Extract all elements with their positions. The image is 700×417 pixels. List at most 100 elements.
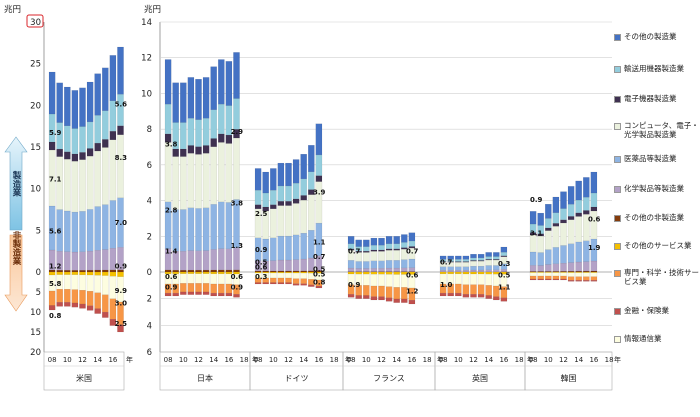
bar-segment-mfg [270,204,277,209]
bar-segment-nonmfg [292,278,300,284]
bar-segment-mfg [233,98,240,130]
bar-segment-mfg [529,211,537,225]
data-label: 0.9 [231,284,244,292]
bar-segment-mfg [254,168,262,191]
bar-segment-mfg [529,265,537,272]
bar-segment-nonmfg [187,271,195,274]
legend-label: 金融・保険業 [624,306,669,315]
main-y-tick-label: 14 [141,18,152,28]
bar-segment-mfg [292,182,300,200]
bar-segment-mfg [393,243,400,249]
bar-segment-mfg [370,245,378,251]
bar-segment-nonmfg [164,292,172,297]
x-tick-label: 16 [499,356,508,364]
bar-segment-nonmfg [195,283,202,293]
bar-segment-nonmfg [218,292,225,297]
x-tick-label: 16 [589,356,598,364]
bar-segment-mfg [590,192,598,208]
bar-segment-nonmfg [455,292,462,297]
bar-segment-mfg [477,257,485,261]
bar-segment-mfg [355,261,362,269]
bar-segment-mfg [109,100,117,132]
bar-segment-nonmfg [187,283,195,293]
country-name: 米国 [76,373,92,383]
country-name: 英国 [472,373,488,383]
bar-segment-mfg [94,115,101,144]
bar-segment-nonmfg [64,289,71,303]
bar-segment-mfg [225,248,233,271]
bar-segment-nonmfg [470,271,477,275]
x-tick-label: 12 [194,356,203,364]
bar-segment-nonmfg [545,275,552,280]
bar-segment-mfg [64,151,71,160]
bar-segment-nonmfg [102,271,109,276]
bar-segment-mfg [552,263,560,272]
bar-segment-mfg [86,209,94,252]
legend-label: 電子機器製造業 [624,94,677,103]
x-tick-label: 08 [347,356,356,364]
bar-segment-nonmfg [218,271,225,275]
bar-segment-nonmfg [210,292,217,297]
bar-segment-mfg [117,134,124,198]
bar-segment-mfg [187,145,195,154]
bar-segment-mfg [455,270,462,272]
data-label: 3.8 [231,199,244,207]
bar-segment-mfg [315,123,323,156]
bar-segment-mfg [470,253,477,259]
bar-segment-mfg [187,118,195,146]
bar-segment-mfg [94,250,101,271]
legend-label: 情報通信業 [624,334,662,343]
x-tick-label: 14 [93,356,102,364]
bar-segment-mfg [285,185,292,202]
bar-segment-mfg [277,270,285,273]
bar-segment-mfg [347,267,355,272]
bar-segment-mfg [180,209,187,252]
data-label: 0.6 [406,272,419,280]
x-tick-label: 10 [269,356,278,364]
bar-segment-mfg [102,67,109,111]
bar-segment-nonmfg [79,290,86,305]
legend-item: 輸送用機器製造業 [614,64,700,73]
year-unit-label: 年 [527,355,534,364]
bar-segment-nonmfg [262,282,269,285]
bar-segment-nonmfg [94,275,101,293]
data-label: 0.6 [588,215,601,223]
bar-segment-mfg [225,134,233,144]
bar-segment-mfg [393,248,400,251]
bar-segment-mfg [500,252,508,256]
bar-segment-nonmfg [545,272,552,277]
data-label: 0.5 [255,258,268,266]
manufacturing-arrow [4,136,28,231]
bar-segment-mfg [94,269,101,273]
bar-segment-mfg [79,152,86,160]
bar-segment-mfg [56,82,63,123]
bar-segment-mfg [94,73,101,116]
us-y-tick-label: 10 [30,308,41,318]
legend-item: 専門・科学・技術サービス業 [614,268,700,286]
bar-segment-nonmfg [462,271,470,275]
bar-segment-nonmfg [292,283,300,286]
bar-segment-mfg [300,258,307,271]
x-tick-label: 08 [439,356,448,364]
bar-segment-mfg [545,203,552,219]
bar-segment-mfg [71,153,79,162]
bar-segment-mfg [64,158,71,212]
country-name: フランス [373,374,405,383]
data-label: 0.9 [255,246,268,254]
bar-segment-mfg [109,131,117,140]
bar-segment-mfg [378,237,385,246]
legend-item: 化学製品等製造業 [614,184,700,193]
bar-segment-nonmfg [300,272,307,279]
bar-segment-mfg [48,71,56,115]
data-label: 0.9 [530,196,543,204]
bar-segment-nonmfg [393,298,400,303]
bar-segment-mfg [172,82,179,123]
bar-segment-mfg [270,168,277,191]
bar-segment-nonmfg [187,273,195,284]
bar-segment-mfg [408,240,416,247]
data-label: 1.0 [440,281,453,289]
bar-segment-mfg [172,156,179,210]
bar-segment-mfg [187,153,195,208]
bar-segment-nonmfg [71,289,79,304]
bar-segment-nonmfg [56,289,63,303]
